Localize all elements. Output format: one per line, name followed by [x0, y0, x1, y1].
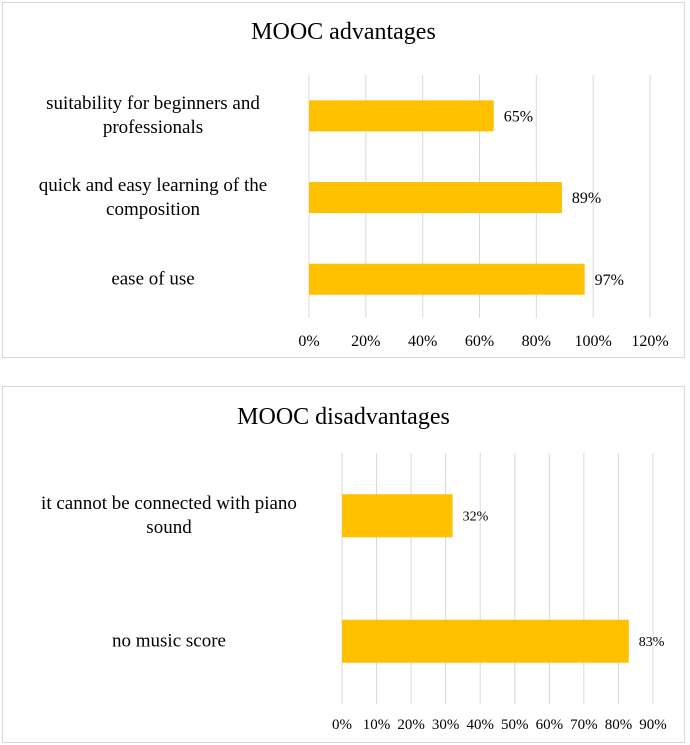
bar [309, 263, 585, 295]
data-label: 83% [639, 635, 665, 650]
x-tick-label: 20% [397, 717, 425, 733]
category-label: quick and easy learning of the compositio… [39, 175, 267, 220]
x-tick-label: 50% [501, 717, 529, 733]
x-tick-label: 70% [570, 717, 598, 733]
x-tick-label: 20% [351, 333, 380, 350]
disadvantages-plot: 0% 10% 20% 30% 40% 50% 60% 70% 80% 90% 32% it canno… [41, 453, 667, 733]
x-tick-label: 0% [298, 333, 319, 350]
x-tick-label: 60% [536, 717, 564, 733]
x-tick-label: 40% [408, 333, 437, 350]
x-tick-label: 40% [466, 717, 494, 733]
advantages-plot: 0% 20% 40% 60% 80% 100% 120% 65% suitability for… [39, 75, 669, 350]
data-label: 32% [463, 510, 489, 525]
x-tick-label: 30% [432, 717, 460, 733]
bar [309, 100, 494, 132]
x-tick-label: 90% [639, 717, 667, 733]
x-tick-label: 10% [363, 717, 391, 733]
x-tick-label: 120% [631, 333, 668, 350]
x-tick-label: 80% [605, 717, 633, 733]
x-tick-label: 60% [465, 333, 494, 350]
disadvantages-chart: MOOC disadvantages 0% 10% 20% 30% 40% 50% 60% 7… [2, 386, 685, 743]
x-tick-label: 100% [575, 333, 612, 350]
bar [342, 619, 629, 663]
advantages-chart: MOOC advantages 0% 20% 40% 60% 80% 100% 120% 65… [2, 2, 685, 358]
data-label: 97% [595, 272, 624, 289]
bar [342, 494, 453, 538]
bar [309, 182, 562, 214]
gridlines [341, 453, 654, 704]
category-label: suitability for beginners and professiona… [46, 93, 260, 138]
chart-title: MOOC advantages [251, 19, 436, 45]
category-label: ease of use [111, 269, 194, 290]
x-tick-label: 80% [522, 333, 551, 350]
category-label: no music score [112, 631, 226, 652]
data-label: 65% [504, 108, 533, 125]
chart-title: MOOC disadvantages [237, 404, 450, 430]
x-tick-label: 0% [332, 717, 352, 733]
data-label: 89% [572, 190, 601, 207]
category-label: it cannot be connected with piano sound [41, 493, 297, 538]
